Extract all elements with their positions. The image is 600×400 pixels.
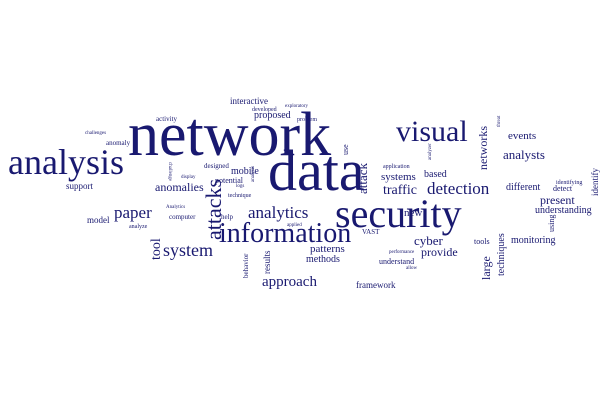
word-technique: technique bbox=[228, 193, 252, 199]
word-Analytics: Analytics bbox=[166, 205, 186, 210]
word-anomalies: anomalies bbox=[155, 180, 204, 194]
word-VAST: VAST bbox=[362, 228, 380, 236]
word-understanding: understanding bbox=[535, 205, 592, 216]
word-analyze: analyze bbox=[129, 224, 148, 230]
word-visual: visual bbox=[396, 115, 468, 148]
word-traffic: traffic bbox=[383, 183, 417, 198]
word-applied: applied bbox=[287, 223, 302, 228]
word-system: system bbox=[163, 240, 214, 260]
word-results: results bbox=[262, 250, 272, 275]
word-using: using bbox=[547, 214, 556, 232]
word-based: based bbox=[424, 169, 447, 180]
word-threat: threat bbox=[497, 115, 502, 127]
word-analytics: analytics bbox=[248, 203, 309, 222]
word-exploratory: exploratory bbox=[285, 104, 309, 109]
word-detection: detection bbox=[427, 179, 490, 198]
word-analysis: analysis bbox=[8, 142, 124, 182]
word-developed: developed bbox=[252, 107, 277, 113]
word-understand: understand bbox=[379, 257, 415, 266]
word-analyzer: analyzer bbox=[428, 143, 433, 160]
word-potential: potential bbox=[215, 176, 243, 185]
word-performance: performance bbox=[389, 250, 415, 255]
word-analysis-small: analysis bbox=[251, 165, 256, 182]
word-cyber: cyber bbox=[414, 233, 443, 248]
word-network: network bbox=[128, 101, 332, 169]
word-display: display bbox=[181, 175, 196, 180]
word-paper: paper bbox=[114, 203, 152, 222]
word-help: help bbox=[221, 213, 234, 221]
word-different: different bbox=[506, 182, 541, 193]
word-tool: tool bbox=[149, 238, 164, 260]
word-interactive: interactive bbox=[230, 96, 268, 106]
word-new: new bbox=[404, 207, 423, 219]
word-model: model bbox=[87, 215, 110, 225]
word-events: events bbox=[508, 130, 537, 142]
word-support: support bbox=[66, 181, 93, 191]
word-data: data bbox=[268, 138, 365, 203]
word-provide: provide bbox=[421, 245, 458, 259]
word-techniques: techniques bbox=[496, 233, 507, 276]
word-computer: computer bbox=[169, 213, 196, 221]
word-security: security bbox=[335, 191, 462, 236]
word-tools: tools bbox=[474, 237, 490, 246]
word-designed: designed bbox=[204, 162, 229, 170]
word-systems: systems bbox=[381, 171, 416, 183]
word-attacks: attacks bbox=[201, 178, 226, 240]
word-logs: logs bbox=[236, 184, 245, 189]
word-present: present bbox=[540, 193, 575, 207]
word-analysts: analysts bbox=[503, 147, 545, 162]
word-behavior: behavior bbox=[242, 253, 250, 279]
word-detect: detect bbox=[553, 184, 573, 193]
word-anomaly: anomaly bbox=[106, 139, 131, 147]
word-allow: allow bbox=[406, 266, 418, 271]
word-information: information bbox=[219, 218, 352, 249]
word-identifying: identifying bbox=[556, 180, 583, 186]
word-large: large bbox=[479, 256, 493, 280]
word-use: use bbox=[341, 144, 350, 155]
word-networks: networks bbox=[476, 126, 490, 170]
word-attack: attack bbox=[355, 162, 370, 194]
word-proposed: proposed bbox=[254, 110, 291, 121]
word-mobile: mobile bbox=[231, 166, 259, 177]
word-methods: methods bbox=[306, 254, 340, 265]
word-framework: framework bbox=[356, 280, 396, 290]
word-activity: activity bbox=[156, 115, 177, 123]
word-patterns: patterns bbox=[310, 243, 345, 255]
word-application: application bbox=[383, 164, 410, 170]
word-identify: identify bbox=[590, 168, 600, 196]
word-challenges: challenges bbox=[85, 131, 107, 136]
word-problem: problem bbox=[297, 117, 317, 123]
word-challenge: challenge bbox=[167, 162, 172, 182]
word-monitoring: monitoring bbox=[511, 235, 556, 246]
word-approach: approach bbox=[262, 274, 317, 290]
